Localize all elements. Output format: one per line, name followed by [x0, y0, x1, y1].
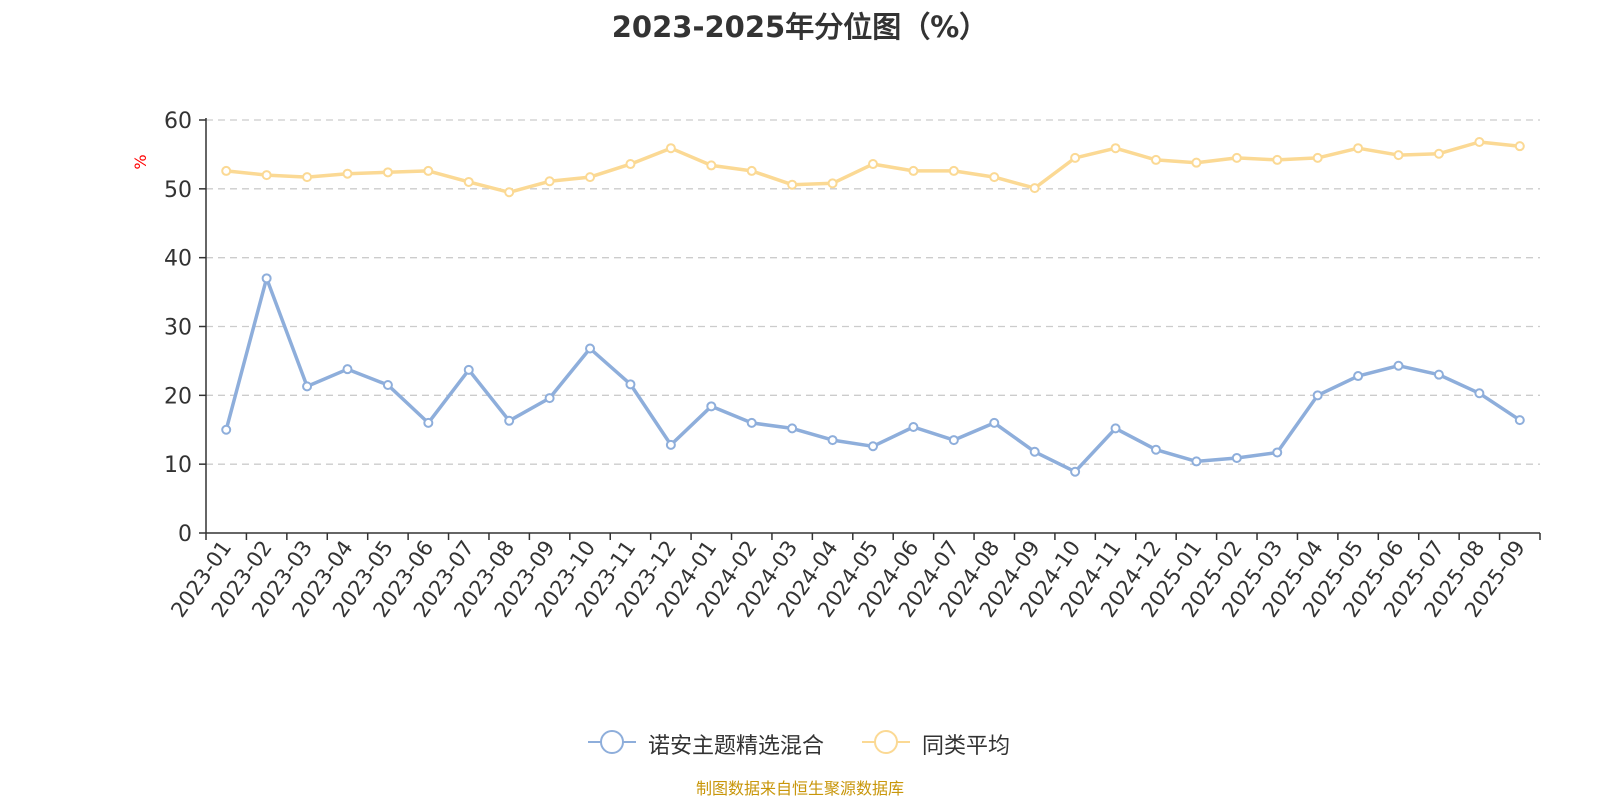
- data-point-series-1: [625, 159, 636, 170]
- data-point-series-1: [665, 143, 676, 154]
- data-point-series-0: [1029, 446, 1040, 457]
- chart-title: 2023-2025年分位图（%）: [611, 10, 989, 44]
- data-point-series-1: [868, 159, 878, 170]
- source-note: 制图数据来自恒生聚源数据库: [695, 779, 904, 798]
- data-point-series-0: [1070, 466, 1081, 477]
- data-point-series-0: [544, 393, 555, 404]
- legend: 诺安主题精选混合 同类平均: [0, 722, 1600, 762]
- data-point-series-0: [625, 379, 636, 390]
- data-point-series-0: [261, 273, 272, 284]
- data-point-series-1: [1474, 137, 1485, 148]
- data-point-series-1: [504, 187, 515, 198]
- data-point-series-1: [1231, 152, 1242, 163]
- data-point-series-0: [868, 441, 878, 452]
- data-point-series-0: [1353, 371, 1364, 382]
- data-point-series-1: [1110, 143, 1121, 154]
- y-tick-label: 60: [164, 109, 192, 134]
- data-point-series-1: [382, 167, 393, 178]
- y-tick-label: 20: [164, 384, 192, 409]
- data-point-series-1: [1150, 154, 1161, 165]
- data-point-series-1: [544, 176, 555, 187]
- series-lines: [221, 137, 1525, 477]
- data-point-series-1: [1312, 152, 1323, 163]
- data-point-series-1: [221, 165, 232, 176]
- data-point-series-0: [1393, 360, 1404, 371]
- data-point-series-0: [827, 435, 838, 446]
- data-point-series-0: [787, 423, 798, 434]
- data-point-series-1: [706, 160, 717, 171]
- data-point-series-0: [1150, 444, 1161, 455]
- legend-label-average: 同类平均: [922, 734, 1011, 759]
- legend-marker-average: [862, 730, 910, 754]
- data-point-series-0: [1514, 415, 1525, 426]
- data-point-series-1: [261, 170, 272, 181]
- data-point-series-1: [302, 172, 313, 183]
- legend-marker-fund: [588, 730, 636, 754]
- data-point-series-1: [1070, 152, 1081, 163]
- data-point-series-0: [1474, 388, 1485, 399]
- data-point-series-0: [221, 424, 232, 435]
- data-point-series-0: [989, 417, 1000, 428]
- y-tick-label: 40: [164, 247, 192, 272]
- data-point-series-0: [302, 381, 313, 392]
- data-point-series-0: [1231, 452, 1242, 463]
- data-point-series-0: [342, 364, 353, 375]
- data-point-series-1: [1393, 150, 1404, 161]
- y-tick-label: 0: [178, 522, 192, 547]
- data-point-series-1: [746, 165, 757, 176]
- data-point-series-1: [463, 176, 474, 187]
- data-point-series-0: [746, 417, 757, 428]
- legend-item-average[interactable]: 同类平均: [860, 722, 1030, 762]
- data-point-series-0: [908, 421, 919, 432]
- y-axis-label: %: [131, 154, 150, 169]
- legend-item-fund[interactable]: 诺安主题精选混合: [586, 722, 846, 762]
- grid-lines: [206, 119, 1540, 465]
- data-point-series-0: [1433, 369, 1444, 380]
- data-point-series-0: [706, 401, 717, 412]
- legend-label-fund: 诺安主题精选混合: [648, 734, 825, 759]
- line-chart: 0102030405060%2023-012023-022023-032023-…: [131, 109, 1541, 622]
- data-point-series-1: [908, 165, 919, 176]
- data-point-series-0: [1191, 456, 1202, 467]
- data-point-series-1: [1191, 157, 1202, 168]
- data-point-series-1: [1433, 148, 1444, 159]
- y-tick-label: 10: [164, 453, 192, 478]
- data-point-series-0: [463, 364, 474, 375]
- data-point-series-1: [948, 165, 959, 176]
- data-point-series-0: [1272, 447, 1283, 458]
- data-point-series-1: [827, 178, 838, 189]
- data-point-series-0: [665, 439, 676, 450]
- y-tick-label: 50: [164, 178, 192, 203]
- data-point-series-1: [423, 165, 434, 176]
- data-point-series-0: [948, 435, 959, 446]
- data-point-series-0: [1110, 423, 1121, 434]
- data-point-series-1: [989, 172, 1000, 183]
- data-point-series-1: [342, 168, 353, 179]
- data-point-series-0: [504, 415, 515, 426]
- data-point-series-1: [787, 179, 798, 190]
- data-point-series-1: [585, 172, 596, 183]
- data-point-series-0: [382, 380, 393, 391]
- data-point-series-0: [585, 343, 596, 354]
- data-point-series-1: [1272, 154, 1283, 165]
- data-point-series-1: [1353, 143, 1364, 154]
- data-point-series-0: [423, 417, 434, 428]
- y-tick-label: 30: [164, 316, 192, 341]
- data-point-series-0: [1312, 390, 1323, 401]
- data-point-series-1: [1514, 141, 1525, 152]
- data-point-series-1: [1029, 183, 1040, 194]
